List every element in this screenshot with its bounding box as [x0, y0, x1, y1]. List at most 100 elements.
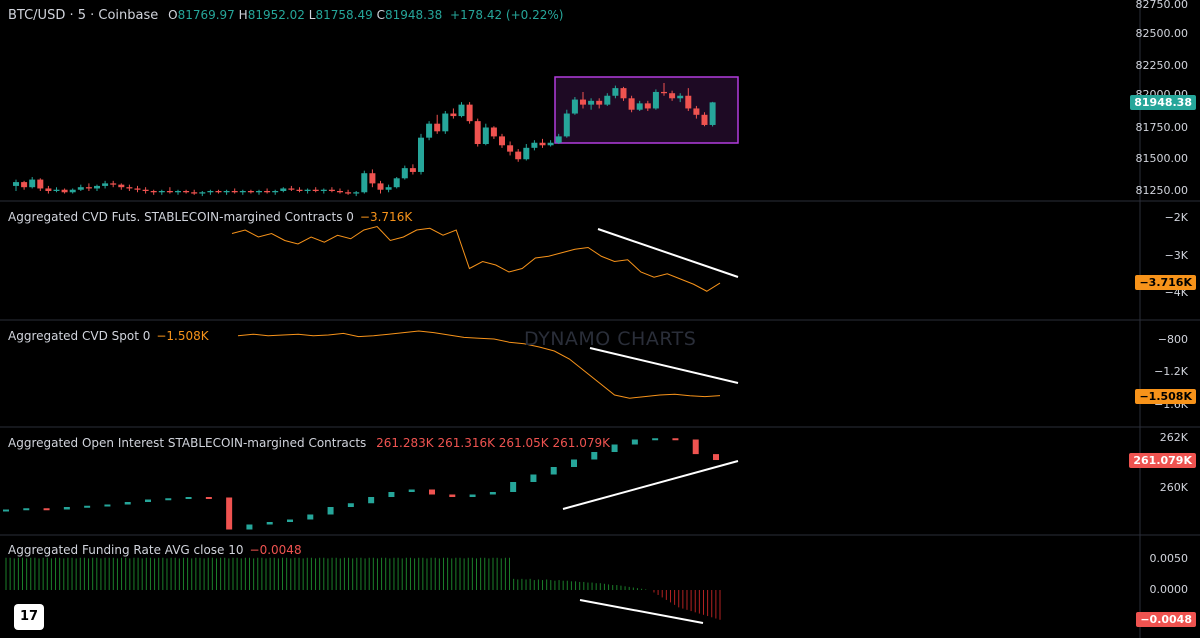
candle-body: [709, 102, 716, 125]
candle-body: [401, 168, 408, 179]
candle-body: [223, 191, 230, 193]
candle-body: [45, 188, 52, 191]
candle-body: [215, 191, 222, 193]
candle-body: [239, 191, 246, 193]
candle-body: [150, 191, 157, 193]
funding-legend[interactable]: Aggregated Funding Rate AVG close 10 −0.0…: [8, 543, 302, 557]
candle-body: [685, 95, 692, 109]
price-tick-3: 82250.00: [1135, 59, 1189, 72]
candle-body: [280, 188, 287, 191]
change-value: +178.42 (+0.22%): [450, 8, 564, 22]
oi-candle: [287, 519, 293, 522]
oi-legend[interactable]: Aggregated Open Interest STABLECOIN-marg…: [8, 436, 610, 450]
candle-body: [701, 114, 708, 125]
candle-body: [385, 187, 392, 190]
cvd-spot-line: [237, 330, 721, 399]
open-value: 81769.97: [177, 8, 235, 22]
candle-body: [337, 191, 343, 193]
cvd-spot-value: −1.508K: [156, 329, 209, 343]
oi-candle: [165, 498, 172, 501]
oi-candle: [307, 514, 314, 520]
oi-candle: [510, 482, 517, 492]
cvd-futs-trendline: [597, 228, 739, 278]
candle-body: [644, 103, 651, 109]
candle-body: [296, 189, 303, 191]
candle-body: [515, 151, 522, 160]
candle-body: [393, 178, 400, 188]
cvd-spot-legend[interactable]: Aggregated CVD Spot 0 −1.508K: [8, 329, 209, 343]
cvd-futs-value: −3.716K: [359, 210, 413, 224]
oi-candle: [713, 454, 719, 461]
candle-body: [21, 182, 28, 188]
cvd-futs-legend[interactable]: Aggregated CVD Futs. STABLECOIN-margined…: [8, 210, 412, 224]
oi-candle: [388, 492, 395, 497]
funding-tick-1: 0.0050: [1149, 552, 1189, 565]
tradingview-logo-icon[interactable]: 17: [14, 604, 44, 630]
candle-body: [94, 185, 100, 189]
candle-body: [118, 184, 125, 188]
candle-body: [490, 127, 497, 137]
candle-body: [652, 91, 659, 109]
open-label: O: [168, 8, 178, 22]
cvd-spot-title: Aggregated CVD Spot 0: [8, 329, 151, 343]
candle-body: [272, 191, 279, 193]
price-tick-6: 81500.00: [1135, 152, 1189, 165]
candle-body: [320, 189, 327, 191]
candle-body: [539, 142, 546, 146]
oi-candle: [652, 438, 659, 441]
candle-body: [264, 191, 271, 193]
candle-body: [563, 113, 570, 137]
candle-body: [523, 147, 530, 160]
oi-candle: [469, 494, 476, 497]
candle-body: [199, 192, 206, 194]
oi-candle: [205, 497, 212, 499]
candle-body: [328, 189, 335, 191]
oi-trendline: [562, 460, 739, 510]
oi-tick-2: 260K: [1159, 481, 1188, 494]
candle-body: [166, 191, 173, 193]
candle-body: [102, 183, 109, 186]
candle-body: [434, 123, 441, 132]
candle-body: [458, 104, 465, 117]
candle-body: [588, 100, 595, 105]
funding-title: Aggregated Funding Rate AVG close 10: [8, 543, 244, 557]
oi-candle: [611, 444, 618, 452]
oi-candle: [327, 507, 334, 515]
candle-body: [571, 99, 578, 114]
price-tick-5: 81750.00: [1135, 121, 1189, 134]
oi-candle: [550, 467, 557, 475]
candle-body: [596, 100, 603, 105]
candle-body: [474, 121, 481, 145]
low-value: 81758.49: [315, 8, 373, 22]
candle-body: [207, 191, 214, 193]
oi-candle: [104, 504, 111, 507]
candle-body: [13, 182, 19, 186]
candle-body: [620, 88, 627, 99]
oi-candle: [23, 508, 30, 511]
watermark-text: DYNAMO CHARTS: [524, 328, 697, 350]
candle-body: [555, 136, 562, 143]
candle-body: [247, 191, 254, 193]
candle-body: [183, 191, 190, 193]
oi-candle: [591, 452, 598, 460]
close-label: C: [376, 8, 385, 22]
cvd-spot-last-tag: −1.508K: [1135, 389, 1196, 404]
symbol-title[interactable]: BTC/USD · 5 · Coinbase: [8, 8, 159, 23]
price-legend: BTC/USD · 5 · Coinbase O81769.97 H81952.…: [8, 8, 563, 23]
candle-body: [288, 188, 295, 190]
funding-last-tag: −0.0048: [1136, 612, 1196, 627]
candle-body: [628, 98, 635, 110]
candle-body: [37, 179, 44, 189]
oi-candle: [246, 524, 253, 530]
candle-body: [312, 189, 319, 191]
oi-candle: [672, 438, 679, 441]
candle-body: [604, 95, 611, 105]
candle-body: [442, 113, 449, 132]
candle-body: [53, 189, 60, 191]
candle-body: [158, 191, 165, 193]
candle-body: [531, 142, 538, 148]
candle-body: [450, 113, 457, 117]
candle-body: [693, 108, 700, 115]
candle-body: [677, 95, 684, 99]
